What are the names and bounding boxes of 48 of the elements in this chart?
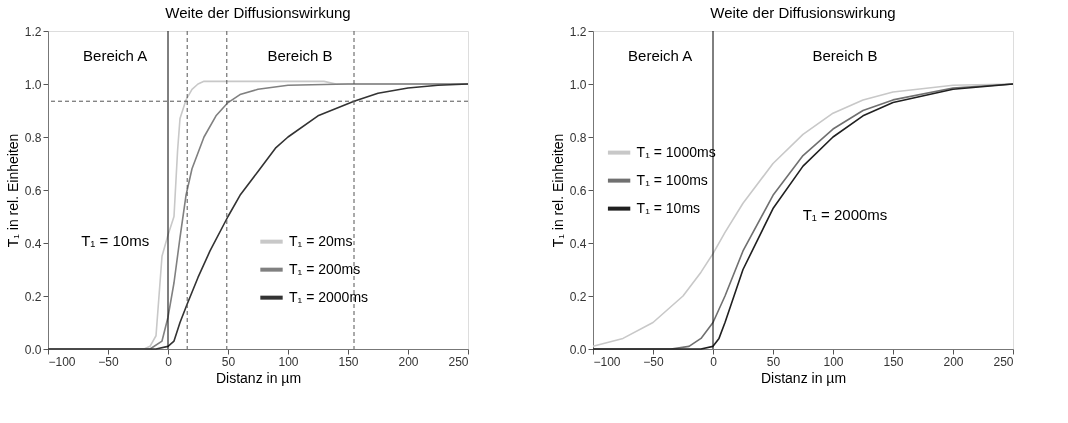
annotation: T₁ = 10ms	[81, 231, 150, 249]
annotation: Bereich B	[267, 47, 333, 65]
legend-label: T₁ = 1000ms	[636, 143, 716, 160]
y-tick-label: 0.8	[24, 130, 42, 145]
y-tick-label: 1.0	[569, 77, 587, 92]
annotation: Bereich A	[628, 47, 693, 65]
x-tick-label: 250	[993, 354, 1014, 369]
x-tick-label: 250	[448, 354, 469, 369]
y-tick-label: 0.4	[569, 236, 587, 251]
y-axis-title: T₁ in rel. Einheiten	[4, 133, 21, 248]
x-tick-label: −50	[98, 354, 119, 369]
chart-title: Weite der Diffusionswirkung	[710, 4, 896, 21]
annotation: T₁ = 2000ms	[802, 206, 888, 224]
x-tick-label: 150	[338, 354, 359, 369]
x-tick-label: 200	[398, 354, 419, 369]
y-tick-label: 0.0	[24, 342, 42, 357]
x-tick-label: 50	[766, 354, 781, 369]
chart-title: Weite der Diffusionswirkung	[165, 4, 351, 21]
legend-label: T₁ = 200ms	[289, 260, 361, 277]
x-tick-label: 50	[221, 354, 236, 369]
x-tick-label: −100	[593, 354, 621, 369]
x-tick-label: 0	[165, 354, 173, 369]
annotation: Bereich B	[812, 47, 878, 65]
x-tick-label: 200	[943, 354, 964, 369]
x-tick-label: 100	[823, 354, 844, 369]
x-axis-title: Distanz in µm	[760, 369, 847, 386]
x-tick-label: 0	[710, 354, 718, 369]
legend-label: T₁ = 100ms	[636, 171, 708, 188]
y-tick-label: 0.2	[24, 289, 42, 304]
y-tick-label: 0.6	[24, 183, 42, 198]
y-tick-label: 0.0	[569, 342, 587, 357]
x-tick-label: −50	[643, 354, 664, 369]
y-tick-label: 1.2	[24, 24, 42, 39]
y-tick-label: 0.8	[569, 130, 587, 145]
x-axis-title: Distanz in µm	[215, 369, 302, 386]
y-tick-label: 0.6	[569, 183, 587, 198]
legend-label: T₁ = 20ms	[289, 232, 353, 249]
x-tick-label: 100	[278, 354, 299, 369]
annotation: Bereich A	[83, 47, 148, 65]
y-tick-label: 1.0	[24, 77, 42, 92]
y-tick-label: 0.4	[24, 236, 42, 251]
legend-label: T₁ = 2000ms	[289, 288, 369, 305]
x-tick-label: −100	[48, 354, 76, 369]
y-tick-label: 0.2	[569, 289, 587, 304]
y-axis-title: T₁ in rel. Einheiten	[549, 133, 566, 248]
y-tick-label: 1.2	[569, 24, 587, 39]
x-tick-label: 150	[883, 354, 904, 369]
legend-label: T₁ = 10ms	[636, 199, 701, 216]
